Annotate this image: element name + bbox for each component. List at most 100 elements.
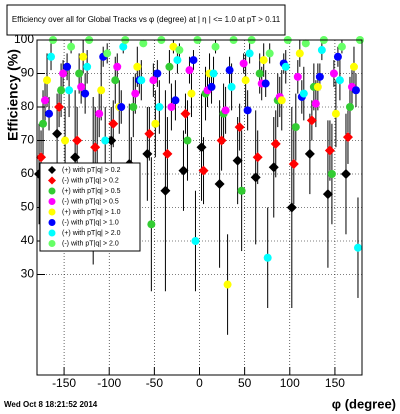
point xyxy=(349,62,358,71)
point xyxy=(137,76,146,85)
point xyxy=(191,237,200,245)
point xyxy=(108,118,119,129)
point xyxy=(263,253,272,262)
legend-marker xyxy=(48,229,56,237)
point xyxy=(185,66,194,75)
point xyxy=(259,56,268,65)
point xyxy=(293,72,302,81)
point xyxy=(75,69,84,78)
point xyxy=(243,106,252,115)
x-tick-label: 100 xyxy=(280,376,300,390)
point xyxy=(59,69,68,78)
point xyxy=(342,132,353,143)
legend-marker xyxy=(48,208,56,216)
point xyxy=(306,115,317,126)
y-tick-label: 30 xyxy=(21,267,35,281)
point xyxy=(142,148,153,159)
point xyxy=(288,158,299,169)
point xyxy=(103,49,112,58)
point xyxy=(175,46,184,55)
point xyxy=(151,119,160,128)
legend-marker xyxy=(48,240,56,247)
point xyxy=(83,62,92,71)
point xyxy=(65,86,74,95)
point xyxy=(153,69,162,78)
point xyxy=(301,39,310,48)
y-tick-label: 40 xyxy=(21,233,35,247)
point xyxy=(207,82,216,91)
y-tick-label: 50 xyxy=(21,200,35,214)
legend-marker xyxy=(48,176,56,185)
y-tick-label: 60 xyxy=(21,166,35,180)
title-box xyxy=(6,4,286,36)
point xyxy=(77,82,86,91)
point xyxy=(313,82,322,91)
point xyxy=(52,128,63,139)
x-tick-label: -50 xyxy=(146,376,164,390)
point xyxy=(90,142,101,153)
point xyxy=(165,62,174,71)
point xyxy=(232,155,243,166)
point xyxy=(169,42,178,51)
legend-label: (-) with pT|q| > 0.2 xyxy=(62,177,119,184)
point xyxy=(178,165,189,176)
point xyxy=(41,96,50,105)
point xyxy=(129,103,138,111)
point xyxy=(39,119,48,128)
point xyxy=(189,56,198,65)
point xyxy=(187,89,196,98)
point xyxy=(95,109,104,118)
point xyxy=(54,102,65,112)
point xyxy=(183,136,192,145)
point xyxy=(72,135,83,146)
point xyxy=(234,122,245,133)
point xyxy=(173,56,182,65)
point xyxy=(160,185,171,196)
point xyxy=(322,189,333,200)
point xyxy=(245,49,254,58)
point xyxy=(268,162,279,173)
point xyxy=(345,103,354,111)
point xyxy=(353,243,362,252)
point xyxy=(277,96,286,105)
frame xyxy=(36,39,363,376)
point xyxy=(79,52,88,61)
point xyxy=(101,136,110,145)
point xyxy=(131,89,140,98)
point xyxy=(221,106,230,115)
point xyxy=(162,148,173,159)
legend-marker xyxy=(48,198,56,205)
point xyxy=(351,86,360,95)
point xyxy=(45,109,54,118)
legend-marker xyxy=(48,187,56,195)
x-tick-label: 0 xyxy=(196,376,203,390)
point xyxy=(111,76,120,85)
point xyxy=(333,52,342,61)
point xyxy=(36,152,47,163)
legend-label: (-) with pT|q| > 1.0 xyxy=(62,219,119,226)
x-tick-label: 150 xyxy=(325,376,345,390)
legend-label: (-) with pT|q| > 0.5 xyxy=(62,198,119,205)
point xyxy=(331,109,340,118)
point xyxy=(216,135,227,146)
legend-marker xyxy=(48,219,56,226)
point xyxy=(180,108,191,119)
y-tick-label: 80 xyxy=(21,99,35,113)
point xyxy=(57,86,66,95)
x-axis-label: φ (degree) xyxy=(332,396,396,411)
x-tick-label: -100 xyxy=(97,376,121,390)
point xyxy=(324,145,335,156)
legend: (+) with pT|q| > 0.2 (-) with pT|q| > 0.2… xyxy=(39,162,141,252)
point xyxy=(97,86,106,95)
point xyxy=(133,62,142,71)
point xyxy=(196,142,207,153)
point xyxy=(43,76,52,85)
point xyxy=(337,42,346,51)
point xyxy=(198,165,209,176)
point xyxy=(311,99,320,108)
point xyxy=(270,138,281,149)
y-axis-label: Efficiency (%) xyxy=(5,49,21,141)
point xyxy=(317,46,326,55)
point xyxy=(261,79,270,88)
x-tick-label: -150 xyxy=(52,376,76,390)
